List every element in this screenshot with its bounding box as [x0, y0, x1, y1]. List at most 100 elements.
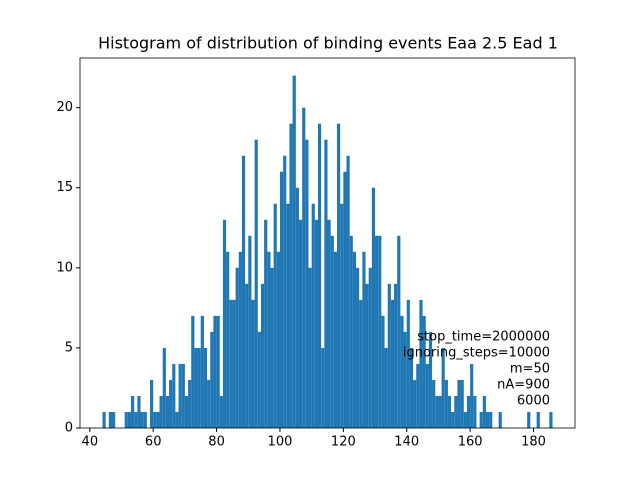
- bar: [359, 299, 363, 428]
- bar: [397, 235, 401, 428]
- bar: [425, 363, 429, 428]
- bar: [184, 395, 189, 428]
- bar: [470, 363, 474, 428]
- bar: [394, 283, 398, 428]
- bar: [352, 251, 357, 428]
- bar: [435, 395, 439, 428]
- bar: [327, 219, 331, 428]
- bar: [403, 331, 407, 428]
- x-tick-label: 100: [268, 435, 293, 450]
- bar: [466, 395, 471, 428]
- bar: [197, 347, 201, 428]
- bar: [254, 139, 258, 429]
- bar: [181, 363, 185, 428]
- bar: [444, 379, 448, 428]
- y-tick-label: 5: [65, 340, 73, 355]
- x-tick-label: 120: [331, 435, 356, 450]
- bar: [140, 411, 144, 428]
- x-tick-label: 140: [394, 435, 419, 450]
- bar: [159, 395, 163, 428]
- bar: [194, 347, 198, 428]
- bar: [454, 395, 458, 428]
- bar: [207, 379, 211, 428]
- bar: [321, 347, 325, 428]
- bar: [172, 363, 176, 428]
- bar: [232, 299, 236, 428]
- bar: [169, 379, 173, 428]
- bar: [222, 219, 227, 428]
- bar: [229, 299, 233, 428]
- bar: [340, 203, 344, 428]
- bar: [378, 235, 382, 428]
- bar: [131, 395, 135, 428]
- plot-frame: [79, 57, 576, 429]
- bar: [416, 363, 420, 428]
- bar: [473, 395, 477, 428]
- bar: [289, 123, 293, 429]
- bar: [447, 395, 452, 428]
- bar: [153, 411, 157, 428]
- bar: [241, 155, 246, 428]
- bar: [413, 379, 417, 428]
- y-tick-label: 15: [56, 180, 73, 195]
- y-tick-label: 20: [56, 100, 73, 115]
- bar: [257, 331, 261, 428]
- bar: [245, 283, 249, 428]
- bar: [295, 187, 299, 428]
- bar: [371, 187, 376, 428]
- bar: [134, 411, 138, 428]
- bar: [343, 171, 347, 428]
- y-tick-label: 0: [65, 421, 73, 436]
- annotation: nA=900: [497, 378, 550, 393]
- bar: [441, 347, 445, 428]
- bar: [422, 315, 426, 428]
- bar: [305, 139, 309, 429]
- bar: [549, 411, 553, 428]
- bar: [302, 107, 306, 428]
- x-tick-label: 40: [82, 435, 99, 450]
- bar: [463, 411, 467, 428]
- bar: [108, 411, 113, 428]
- bar: [451, 411, 455, 428]
- bar: [428, 331, 433, 428]
- bar: [124, 411, 128, 428]
- bar: [384, 347, 388, 428]
- bar: [292, 75, 296, 428]
- bar: [219, 395, 223, 428]
- bar: [365, 283, 369, 428]
- bar: [375, 235, 379, 428]
- bar: [235, 267, 239, 428]
- bar: [270, 267, 274, 428]
- bar: [260, 283, 265, 428]
- bar: [419, 299, 423, 428]
- bar: [406, 299, 410, 428]
- bar: [156, 411, 160, 428]
- bar: [330, 235, 334, 428]
- bar: [368, 267, 372, 428]
- bar: [203, 347, 208, 428]
- annotation: 6000: [517, 394, 550, 409]
- bar: [276, 251, 280, 428]
- bar: [482, 395, 486, 428]
- bar: [356, 267, 360, 428]
- bar: [387, 283, 391, 428]
- bar: [251, 299, 255, 428]
- bar: [333, 251, 338, 428]
- x-tick-label: 60: [145, 435, 162, 450]
- bar: [485, 411, 490, 428]
- bar: [409, 347, 414, 428]
- bar: [283, 155, 287, 428]
- y-tick-label: 10: [56, 260, 73, 275]
- bar: [178, 363, 182, 428]
- bar: [324, 139, 328, 429]
- bar: [460, 379, 464, 428]
- bar: [346, 155, 350, 428]
- bar: [188, 379, 192, 428]
- x-tick-label: 180: [521, 435, 546, 450]
- bar: [213, 315, 217, 428]
- bar: [432, 379, 436, 428]
- annotation: ignoring_steps=10000: [403, 346, 550, 361]
- bar: [102, 411, 106, 428]
- bar: [165, 395, 170, 428]
